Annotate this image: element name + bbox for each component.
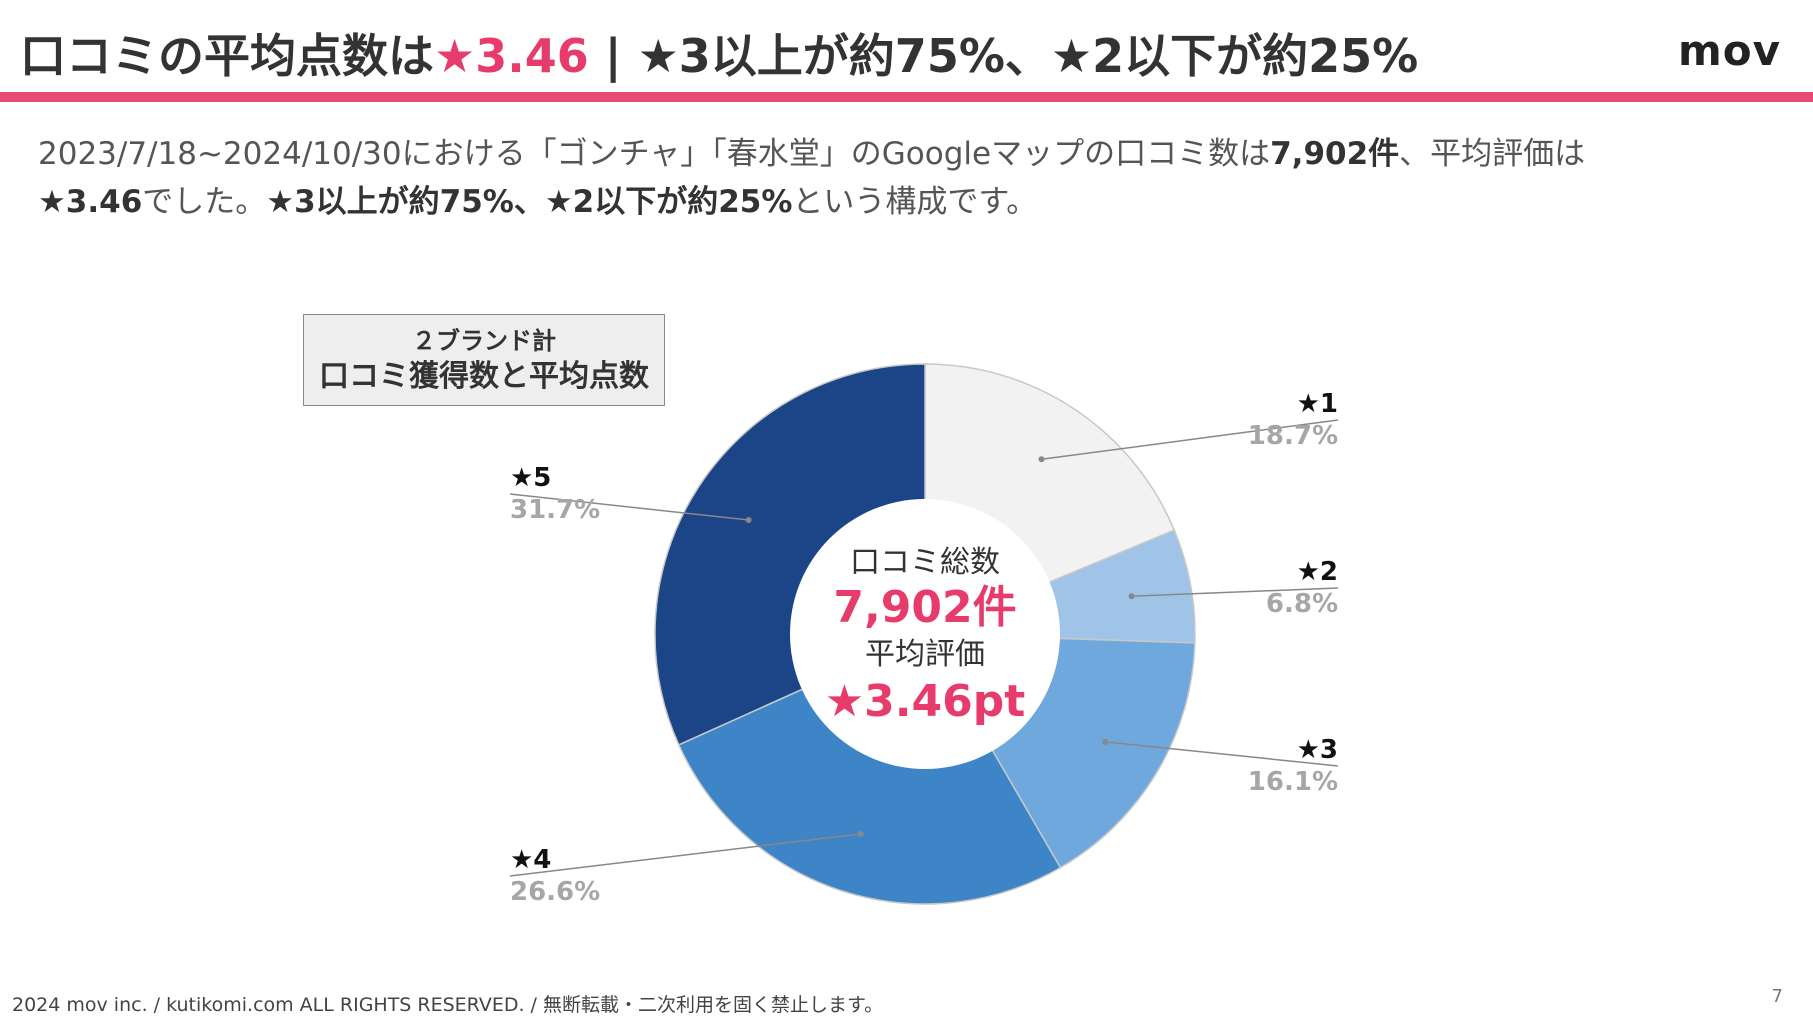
slice-labels: ★118.7% ★26.8% ★316.1% ★426.6% ★531.7% xyxy=(510,389,1338,907)
leader-line-star2 xyxy=(1131,587,1339,597)
title-main: 口コミの平均点数は xyxy=(20,29,434,83)
category-label-star4: ★4 xyxy=(510,845,551,875)
center-label-average: 平均評価 xyxy=(865,637,985,672)
value-label-star2: 6.8% xyxy=(1266,589,1338,619)
desc-part4: という構成です。 xyxy=(792,184,1038,220)
caption-line1: ２ブランド計 xyxy=(412,327,556,355)
category-label-star5: ★5 xyxy=(510,463,551,493)
desc-part2: 、平均評価は xyxy=(1399,136,1586,172)
title-accent: ★3.46 xyxy=(434,29,589,83)
category-label-star2: ★2 xyxy=(1297,557,1338,587)
description: 2023/7/18~2024/10/30における「ゴンチャ」「春水堂」のGoog… xyxy=(38,130,1758,226)
leader-lines xyxy=(509,419,1339,877)
desc-average: ★3.46 xyxy=(38,184,143,220)
leader-line-star4 xyxy=(509,833,861,877)
value-label-star4: 26.6% xyxy=(510,877,600,907)
category-label-star3: ★3 xyxy=(1297,735,1338,765)
copyright-footer: 2024 mov inc. / kutikomi.com ALL RIGHTS … xyxy=(12,994,884,1016)
desc-part3: でした。 xyxy=(142,184,267,220)
donut-hole xyxy=(790,499,1060,769)
value-label-star5: 31.7% xyxy=(510,495,600,525)
leader-line-star3 xyxy=(1105,741,1339,767)
value-label-star3: 16.1% xyxy=(1248,767,1338,797)
desc-review-count: 7,902件 xyxy=(1270,136,1400,172)
mov-logo: mov xyxy=(1678,26,1781,75)
category-label-star1: ★1 xyxy=(1297,389,1338,419)
center-value-total: 7,902件 xyxy=(833,582,1016,633)
header-rule xyxy=(0,92,1813,102)
value-label-star1: 18.7% xyxy=(1248,421,1338,451)
title-rest: | ★3以上が約75%、★2以下が約25% xyxy=(588,29,1419,83)
page-title: 口コミの平均点数は★3.46 | ★3以上が約75%、★2以下が約25% xyxy=(20,20,1418,86)
caption-line2: 口コミ獲得数と平均点数 xyxy=(319,359,649,394)
leader-line-star5 xyxy=(509,493,749,521)
desc-part1: 2023/7/18~2024/10/30における「ゴンチャ」「春水堂」のGoog… xyxy=(38,136,1271,172)
page-number: 7 xyxy=(1771,986,1783,1007)
slice-star4 xyxy=(677,633,1062,905)
desc-composition: ★3以上が約75%、★2以下が約25% xyxy=(266,184,793,220)
chart-caption-box: ２ブランド計 口コミ獲得数と平均点数 xyxy=(303,314,665,406)
leader-line-star1 xyxy=(1041,419,1339,461)
header: 口コミの平均点数は★3.46 | ★3以上が約75%、★2以下が約25% mov xyxy=(0,0,1813,92)
center-label-total: 口コミ総数 xyxy=(850,545,1000,580)
center-value-average: ★3.46pt xyxy=(825,676,1026,727)
